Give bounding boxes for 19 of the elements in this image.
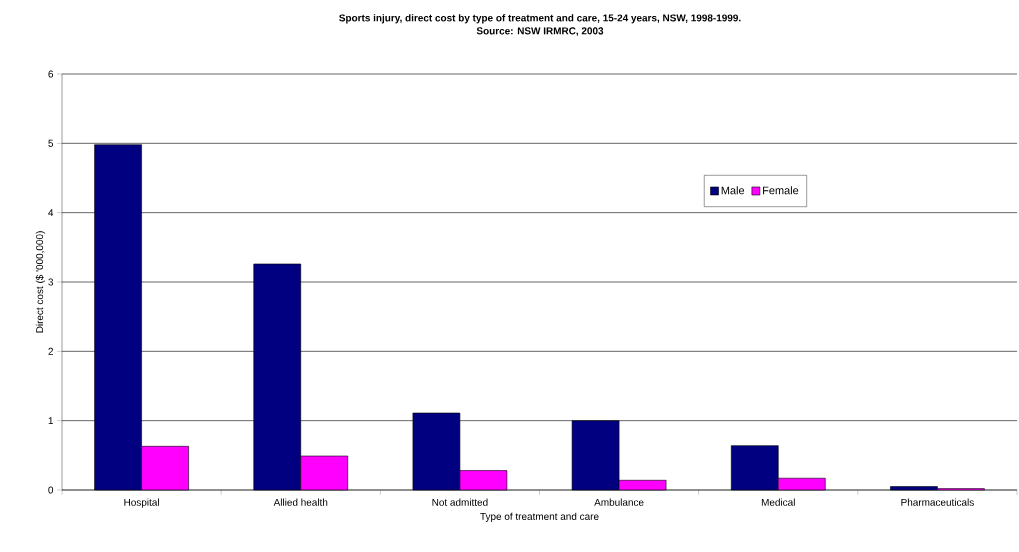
x-tick-label: Medical bbox=[761, 498, 795, 506]
y-tick-label: 0 bbox=[48, 486, 54, 494]
x-tick-label: Hospital bbox=[124, 498, 159, 508]
x-axis-title: Type of treatment and care bbox=[480, 512, 599, 522]
y-tick-label: 1 bbox=[48, 417, 53, 425]
chart-title: Sports injury, direct cost by type of treatment and care, 15-24 years, NSW, 1998-1999. bbox=[339, 14, 741, 24]
chart-subtitle: Source: NSW IRMRC, 2003 bbox=[476, 27, 604, 36]
y-tick-label: 4 bbox=[48, 209, 54, 217]
x-tick-label: Ambulance bbox=[594, 498, 644, 506]
legend-label: Male bbox=[721, 186, 745, 195]
y-axis-title: Direct cost ($ '000,000) bbox=[35, 231, 46, 333]
y-tick-label: 3 bbox=[48, 278, 54, 286]
x-tick-label: Pharmaceuticals bbox=[901, 498, 974, 506]
legend-label: Female bbox=[763, 186, 799, 195]
x-tick-label: Allied health bbox=[273, 498, 328, 506]
y-tick-label: 6 bbox=[48, 70, 54, 78]
y-tick-label: 5 bbox=[48, 139, 54, 147]
y-tick-label: 2 bbox=[48, 347, 53, 355]
x-tick-label: Not admitted bbox=[432, 498, 488, 506]
